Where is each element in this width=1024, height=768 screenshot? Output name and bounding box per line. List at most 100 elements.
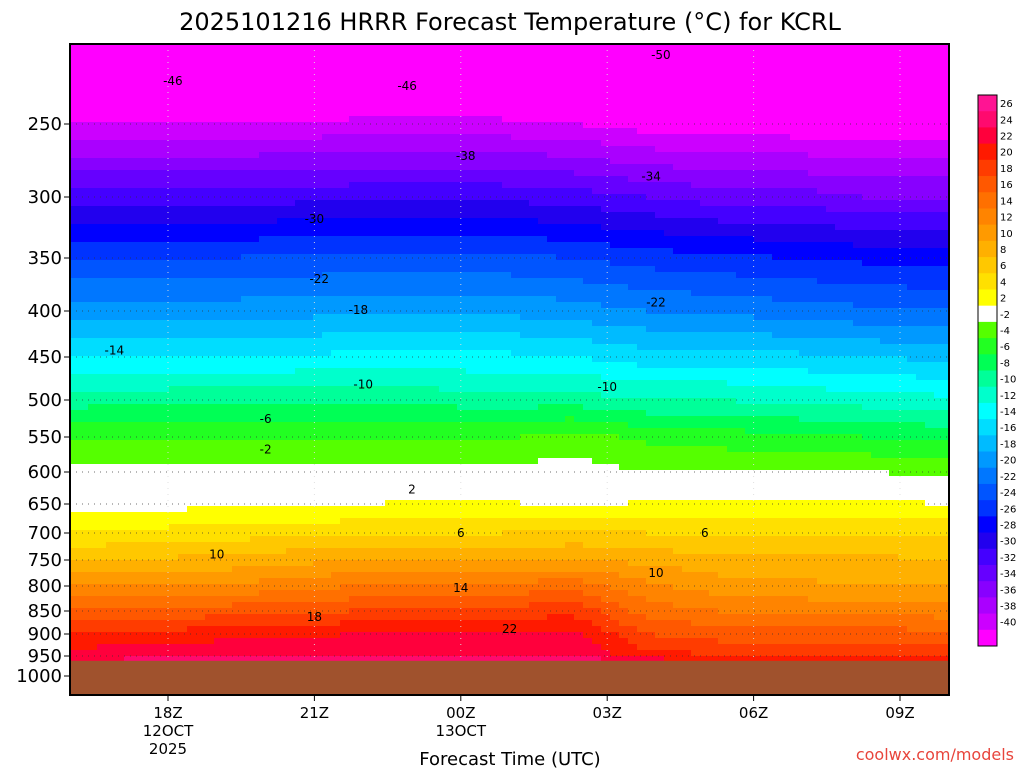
heatmap-cell: [205, 506, 215, 513]
heatmap-cell: [88, 428, 98, 435]
heatmap-cell: [322, 362, 332, 369]
heatmap-cell: [124, 68, 134, 75]
heatmap-cell: [439, 356, 449, 363]
heatmap-cell: [250, 230, 260, 237]
heatmap-cell: [232, 200, 242, 207]
heatmap-cell: [394, 404, 404, 411]
heatmap-cell: [376, 386, 386, 393]
heatmap-cell: [493, 44, 503, 51]
heatmap-cell: [412, 416, 422, 423]
heatmap-cell: [331, 110, 341, 117]
heatmap-cell: [412, 374, 422, 381]
heatmap-cell: [232, 608, 242, 615]
heatmap-cell: [493, 530, 503, 537]
heatmap-cell: [70, 542, 80, 549]
heatmap-cell: [70, 614, 80, 621]
heatmap-cell: [313, 638, 323, 645]
heatmap-cell: [502, 302, 512, 309]
heatmap-cell: [268, 296, 278, 303]
heatmap-cell: [277, 446, 287, 453]
heatmap-cell: [223, 338, 233, 345]
heatmap-cell: [205, 410, 215, 417]
heatmap-cell: [313, 380, 323, 387]
heatmap-cell: [403, 182, 413, 189]
heatmap-cell: [241, 92, 251, 99]
heatmap-cell: [79, 260, 89, 267]
heatmap-cell: [304, 512, 314, 519]
heatmap-cell: [232, 614, 242, 621]
heatmap-cell: [367, 524, 377, 531]
heatmap-cell: [214, 314, 224, 321]
heatmap-cell: [133, 218, 143, 225]
heatmap-cell: [304, 458, 314, 465]
heatmap-cell: [286, 224, 296, 231]
heatmap-cell: [475, 188, 485, 195]
heatmap-cell: [286, 284, 296, 291]
heatmap-cell: [367, 422, 377, 429]
heatmap-cell: [196, 320, 206, 327]
heatmap-cell: [223, 614, 233, 621]
heatmap-cell: [322, 506, 332, 513]
heatmap-cell: [367, 626, 377, 633]
heatmap-cell: [475, 572, 485, 579]
heatmap-cell: [70, 656, 80, 663]
heatmap-cell: [187, 260, 197, 267]
heatmap-cell: [79, 386, 89, 393]
heatmap-cell: [79, 380, 89, 387]
heatmap-cell: [196, 638, 206, 645]
heatmap-cell: [142, 224, 152, 231]
heatmap-cell: [187, 146, 197, 153]
heatmap-cell: [241, 494, 251, 501]
heatmap-cell: [70, 500, 80, 507]
heatmap-cell: [160, 530, 170, 537]
heatmap-cell: [304, 452, 314, 459]
heatmap-cell: [475, 500, 485, 507]
heatmap-cell: [295, 536, 305, 543]
heatmap-cell: [295, 608, 305, 615]
heatmap-cell: [313, 80, 323, 87]
heatmap-cell: [394, 254, 404, 261]
heatmap-cell: [448, 116, 458, 123]
heatmap-cell: [88, 620, 98, 627]
heatmap-cell: [205, 488, 215, 495]
heatmap-cell: [97, 338, 107, 345]
heatmap-cell: [385, 596, 395, 603]
heatmap-cell: [88, 494, 98, 501]
heatmap-cell: [394, 656, 404, 663]
heatmap-cell: [322, 548, 332, 555]
heatmap-cell: [151, 98, 161, 105]
heatmap-cell: [268, 428, 278, 435]
heatmap-cell: [421, 206, 431, 213]
heatmap-cell: [160, 398, 170, 405]
heatmap-cell: [322, 146, 332, 153]
heatmap-cell: [124, 242, 134, 249]
heatmap-cell: [358, 410, 368, 417]
heatmap-cell: [268, 140, 278, 147]
heatmap-cell: [106, 374, 116, 381]
heatmap-cell: [124, 170, 134, 177]
heatmap-cell: [286, 434, 296, 441]
heatmap-cell: [421, 632, 431, 639]
heatmap-cell: [241, 80, 251, 87]
heatmap-cell: [349, 506, 359, 513]
heatmap-cell: [115, 290, 125, 297]
heatmap-cell: [313, 488, 323, 495]
heatmap-cell: [439, 434, 449, 441]
heatmap-cell: [241, 278, 251, 285]
heatmap-cell: [97, 152, 107, 159]
heatmap-cell: [187, 206, 197, 213]
heatmap-cell: [403, 368, 413, 375]
heatmap-cell: [70, 254, 80, 261]
heatmap-cell: [475, 44, 485, 51]
heatmap-cell: [106, 656, 116, 663]
heatmap-cell: [178, 470, 188, 477]
heatmap-cell: [439, 572, 449, 579]
heatmap-cell: [421, 200, 431, 207]
heatmap-cell: [304, 146, 314, 153]
heatmap-cell: [439, 92, 449, 99]
heatmap-cell: [214, 86, 224, 93]
heatmap-cell: [214, 614, 224, 621]
heatmap-cell: [151, 530, 161, 537]
heatmap-cell: [484, 458, 494, 465]
heatmap-cell: [133, 272, 143, 279]
